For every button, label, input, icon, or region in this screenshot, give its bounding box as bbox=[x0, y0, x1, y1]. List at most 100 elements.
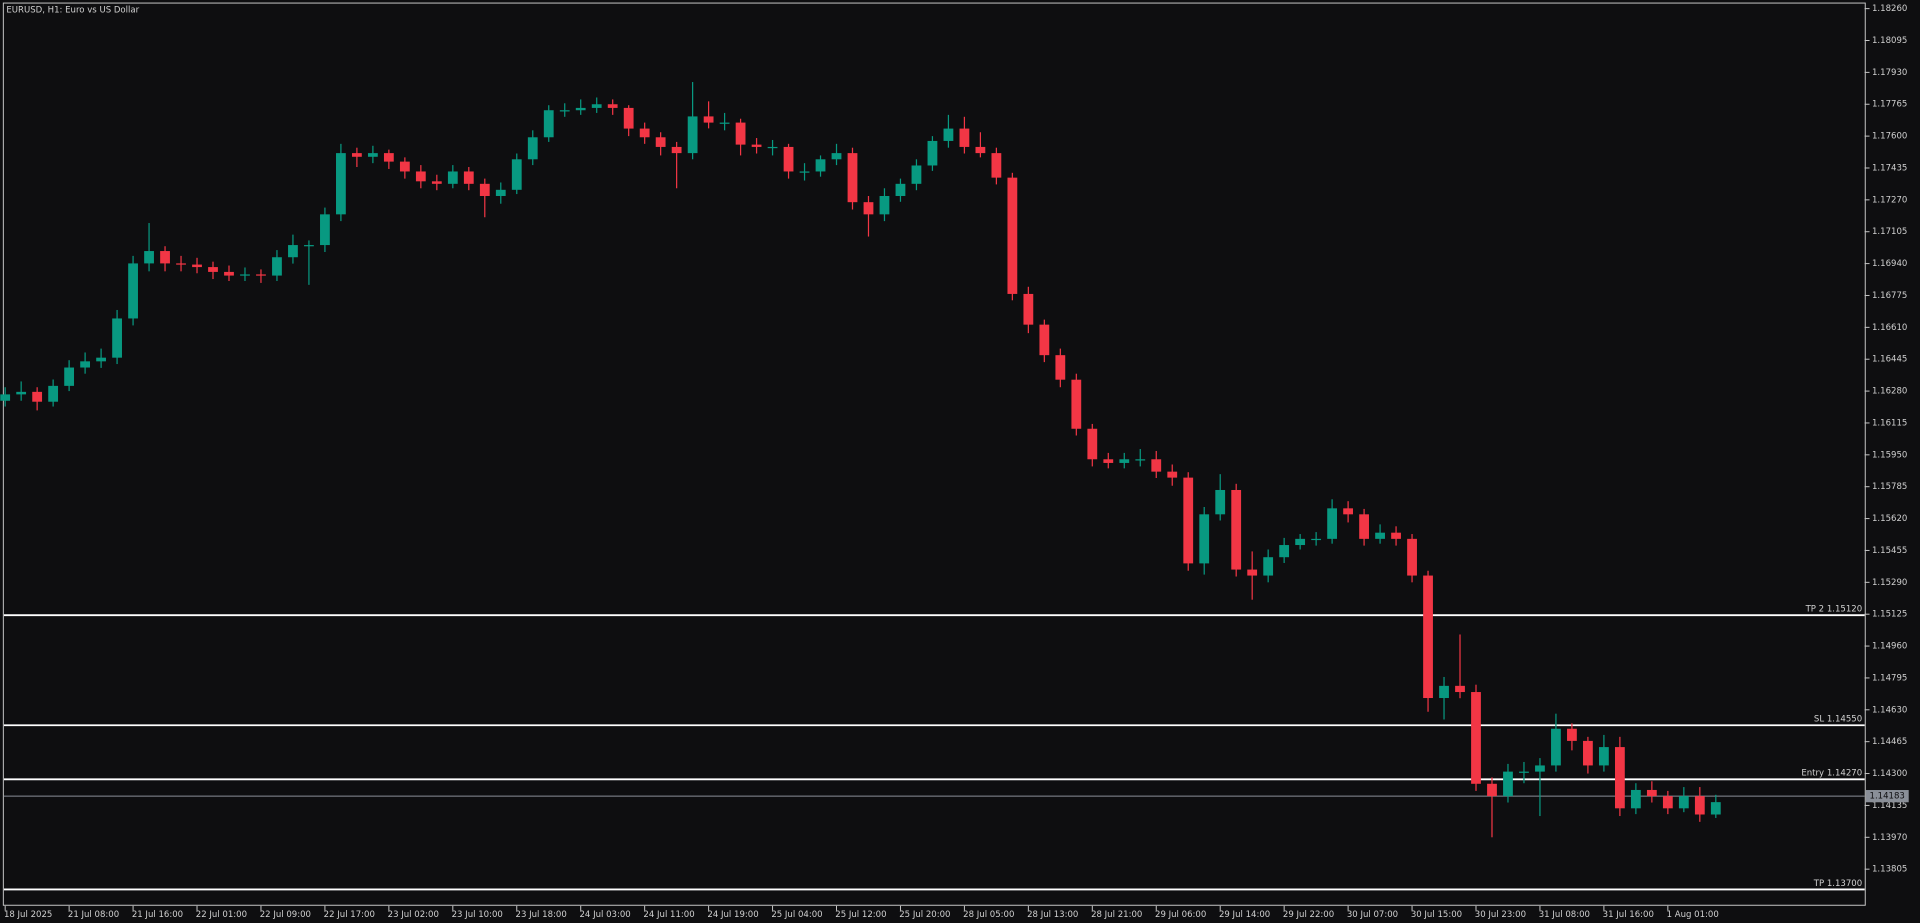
candle-body bbox=[208, 267, 218, 272]
candle-body bbox=[1295, 538, 1306, 546]
x-tick-label: 24 Jul 11:00 bbox=[643, 910, 694, 920]
x-tick-label: 24 Jul 03:00 bbox=[579, 910, 630, 920]
candle-body bbox=[1519, 771, 1529, 773]
candle-body bbox=[767, 146, 778, 149]
plot-frame bbox=[2, 2, 1866, 906]
candle-body bbox=[975, 146, 986, 154]
candle-body bbox=[559, 110, 570, 112]
candle-body bbox=[1471, 692, 1481, 784]
candle-body bbox=[1007, 177, 1018, 294]
candle-body bbox=[703, 116, 714, 123]
x-tick-label: 18 Jul 2025 bbox=[4, 910, 52, 920]
candle-body bbox=[192, 264, 202, 268]
candle-body bbox=[607, 104, 618, 108]
candle-body bbox=[80, 361, 91, 368]
candle-body bbox=[240, 274, 250, 276]
candle-body bbox=[671, 146, 682, 154]
x-tick-label: 25 Jul 20:00 bbox=[899, 910, 950, 920]
candle-body bbox=[1199, 514, 1210, 564]
x-tick-label: 23 Jul 10:00 bbox=[452, 910, 503, 920]
candle-body bbox=[1103, 459, 1114, 463]
y-tick-label: 1.16940 bbox=[1872, 259, 1907, 269]
candle-body bbox=[655, 137, 666, 147]
x-tick-label: 30 Jul 23:00 bbox=[1475, 910, 1526, 920]
candle-body bbox=[751, 144, 762, 147]
y-tick-label: 1.17930 bbox=[1872, 68, 1907, 78]
candle-body bbox=[735, 122, 746, 145]
candle-body bbox=[415, 171, 426, 182]
y-tick-label: 1.14960 bbox=[1872, 642, 1907, 652]
candle-body bbox=[1023, 293, 1034, 325]
candle-body bbox=[1087, 428, 1098, 460]
candle-body bbox=[1439, 685, 1449, 699]
candle-body bbox=[383, 153, 394, 162]
candle-body bbox=[320, 214, 330, 246]
candle-body bbox=[128, 263, 138, 319]
current-price-box bbox=[1865, 790, 1909, 803]
y-tick-label: 1.14465 bbox=[1872, 737, 1907, 747]
x-tick-label: 21 Jul 08:00 bbox=[68, 910, 119, 920]
candle-body bbox=[687, 116, 698, 154]
y-tick-label: 1.15620 bbox=[1872, 514, 1907, 524]
candle-body bbox=[64, 367, 75, 386]
x-tick-label: 23 Jul 02:00 bbox=[388, 910, 439, 920]
candle-body bbox=[112, 318, 122, 358]
y-tick-label: 1.14135 bbox=[1872, 801, 1907, 811]
candle-body bbox=[1311, 538, 1322, 541]
candle-body bbox=[1423, 575, 1433, 699]
x-tick-label: 24 Jul 19:00 bbox=[707, 910, 758, 920]
current-price-label: 1.14183 bbox=[1870, 792, 1905, 802]
y-tick-label: 1.15455 bbox=[1872, 546, 1907, 556]
candle-body bbox=[1375, 532, 1385, 539]
candle-body bbox=[959, 128, 970, 147]
candle-body bbox=[256, 274, 266, 276]
candle-body bbox=[1039, 324, 1050, 356]
candle-body bbox=[1614, 747, 1625, 809]
candle-body bbox=[591, 104, 602, 108]
y-tick-label: 1.18095 bbox=[1872, 36, 1907, 46]
candle-body bbox=[495, 189, 506, 196]
y-tick-label: 1.17600 bbox=[1872, 132, 1907, 142]
candle-body bbox=[943, 128, 954, 141]
y-tick-label: 1.16280 bbox=[1872, 387, 1907, 397]
x-tick-label: 31 Jul 16:00 bbox=[1603, 910, 1654, 920]
y-tick-label: 1.14300 bbox=[1872, 769, 1907, 779]
candle-body bbox=[272, 257, 282, 276]
y-tick-label: 1.13970 bbox=[1872, 833, 1907, 843]
x-tick-label: 29 Jul 14:00 bbox=[1219, 910, 1270, 920]
x-tick-label: 30 Jul 15:00 bbox=[1411, 910, 1462, 920]
x-tick-label: 29 Jul 22:00 bbox=[1283, 910, 1334, 920]
candle-body bbox=[527, 137, 538, 160]
candle-body bbox=[1247, 569, 1258, 576]
candle-body bbox=[399, 161, 410, 172]
candle-body bbox=[479, 183, 490, 196]
x-tick-label: 31 Jul 08:00 bbox=[1539, 910, 1590, 920]
x-tick-label: 21 Jul 16:00 bbox=[132, 910, 183, 920]
candle-body bbox=[895, 183, 906, 196]
candle-body bbox=[0, 394, 11, 401]
candle-body bbox=[623, 107, 634, 129]
candle-body bbox=[847, 153, 858, 203]
candle-body bbox=[1167, 471, 1178, 478]
candle-body bbox=[991, 153, 1002, 178]
candle-body bbox=[1407, 538, 1417, 576]
candle-body bbox=[927, 140, 938, 166]
y-tick-label: 1.15125 bbox=[1872, 610, 1907, 620]
x-tick-label: 22 Jul 17:00 bbox=[324, 910, 375, 920]
candle-body bbox=[1599, 747, 1609, 766]
candle-body bbox=[1263, 557, 1274, 576]
candle-body bbox=[639, 128, 650, 138]
candle-body bbox=[160, 251, 170, 264]
x-tick-label: 29 Jul 06:00 bbox=[1155, 910, 1206, 920]
candle-body bbox=[1583, 740, 1593, 766]
candle-body bbox=[1119, 459, 1130, 463]
y-tick-label: 1.14630 bbox=[1872, 705, 1907, 715]
y-tick-label: 1.17435 bbox=[1872, 163, 1907, 173]
y-tick-label: 1.15785 bbox=[1872, 482, 1907, 492]
level-label: TP 2 1.15120 bbox=[1805, 605, 1863, 615]
candle-body bbox=[447, 171, 458, 184]
candle-body bbox=[176, 263, 186, 265]
candle-body bbox=[16, 391, 27, 395]
